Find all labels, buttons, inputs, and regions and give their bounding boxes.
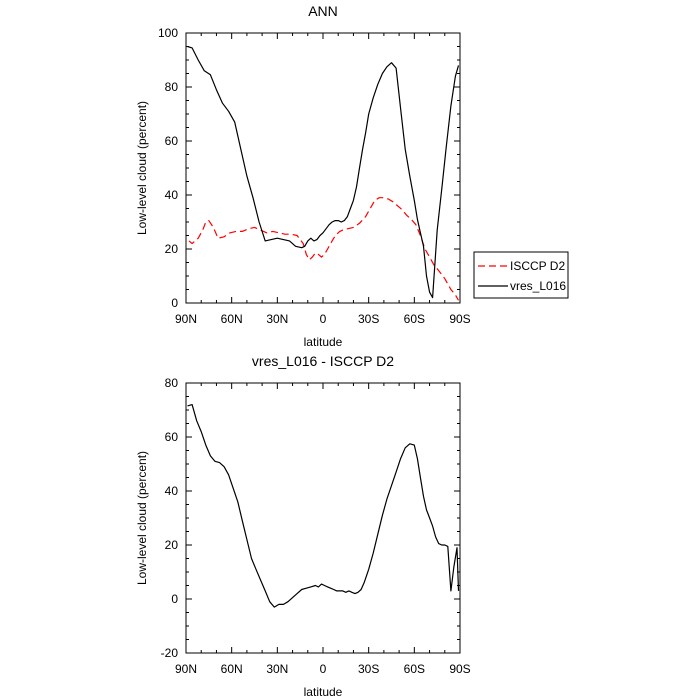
y-tick-label: 60 [165, 430, 179, 444]
legend-label: vres_L016 [510, 279, 566, 293]
legend-label: ISCCP D2 [510, 259, 565, 273]
x-tick-label: 90S [449, 662, 470, 676]
y-tick-label: 0 [171, 592, 178, 606]
y-tick-label: 80 [165, 80, 179, 94]
y-axis-label: Low-level cloud (percent) [135, 451, 149, 585]
x-tick-label: 0 [320, 662, 327, 676]
x-axis-label: latitude [304, 685, 343, 699]
panel-title: ANN [308, 3, 338, 19]
plot-frame [185, 32, 461, 304]
series-line-vres-l016 [187, 45, 460, 299]
x-tick-label: 30S [358, 312, 379, 326]
ticks [185, 32, 461, 304]
bottom-panel: vres_L016 - ISCCP D2 latitude Low-level … [135, 353, 471, 699]
x-tick-label: 30N [266, 662, 288, 676]
x-tick-label: 90N [175, 662, 197, 676]
legend: ISCCP D2 vres_L016 [473, 251, 569, 299]
y-axis-label: Low-level cloud (percent) [135, 101, 149, 235]
x-tick-label: 60S [404, 662, 425, 676]
series-line-0 [187, 404, 460, 608]
plot-frame [185, 382, 461, 654]
y-tick-label: 80 [165, 376, 179, 390]
x-tick-label: 60N [221, 662, 243, 676]
x-tick-label: 30S [358, 662, 379, 676]
y-tick-label: 0 [171, 296, 178, 310]
series-lines [187, 45, 460, 301]
x-tick-label: 90N [175, 312, 197, 326]
x-tick-label: 60S [404, 312, 425, 326]
y-tick-label: 20 [165, 242, 179, 256]
panel-title: vres_L016 - ISCCP D2 [252, 353, 394, 369]
series-lines [187, 404, 460, 608]
y-tick-label: 60 [165, 134, 179, 148]
ticks [185, 382, 461, 654]
x-tick-label: 30N [266, 312, 288, 326]
y-tick-label: 40 [165, 484, 179, 498]
y-tick-label: -20 [161, 646, 179, 660]
x-axis-label: latitude [304, 335, 343, 349]
x-tick-label: 90S [449, 312, 470, 326]
series-line-isccp-d2 [188, 197, 460, 301]
x-tick-label: 60N [221, 312, 243, 326]
y-tick-label: 20 [165, 538, 179, 552]
y-tick-label: 40 [165, 188, 179, 202]
x-tick-label: 0 [320, 312, 327, 326]
top-panel: ANN latitude Low-level cloud (percent) 9… [135, 3, 471, 349]
y-tick-label: 100 [158, 26, 178, 40]
legend-box [473, 251, 569, 299]
